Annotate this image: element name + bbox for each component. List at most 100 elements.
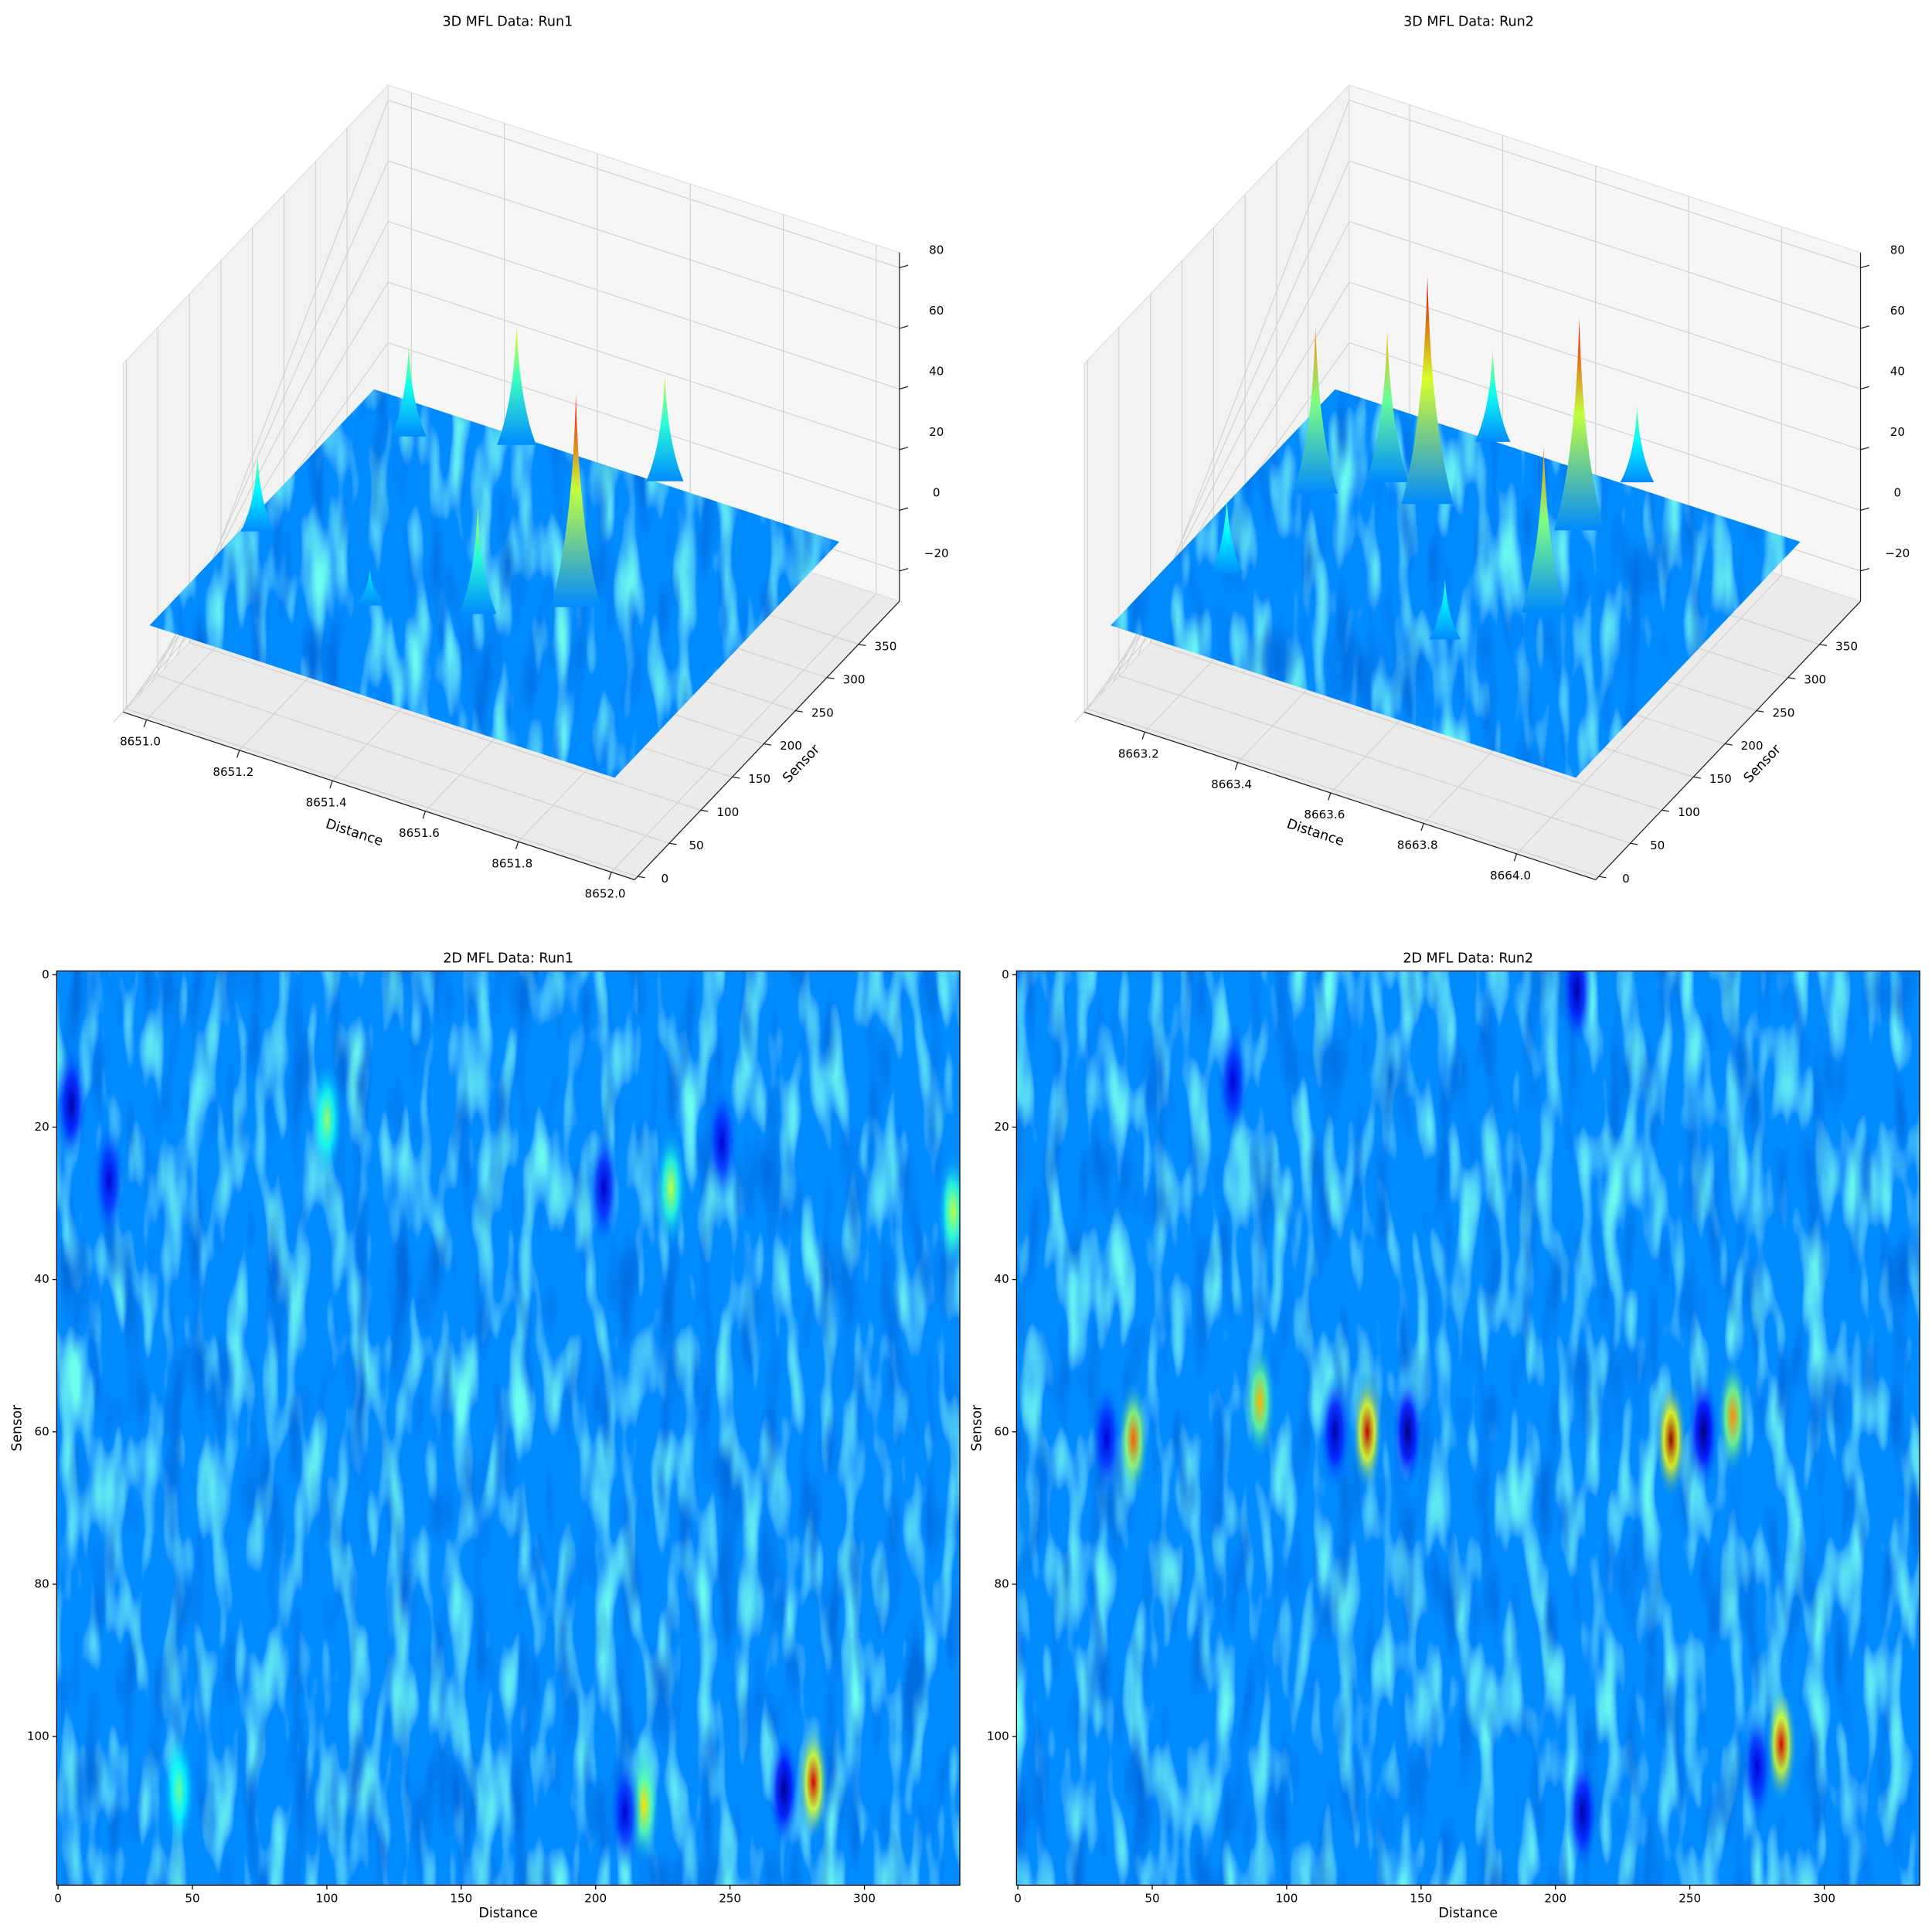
x-tick xyxy=(236,750,240,758)
chart-title: 2D MFL Data: Run2 xyxy=(1403,951,1533,966)
z-tick xyxy=(1860,325,1869,329)
x-tick-label: 100 xyxy=(1275,1891,1298,1905)
y-tick-label: 0 xyxy=(1622,872,1630,886)
grid-line xyxy=(126,708,638,877)
grid-line xyxy=(158,675,670,844)
y-axis-line xyxy=(1595,600,1861,880)
blob xyxy=(1740,1706,1774,1828)
x-axis-line xyxy=(1083,711,1596,880)
z-tick xyxy=(1860,447,1869,451)
z-tick-label: −20 xyxy=(924,546,949,560)
y-tick-label: 300 xyxy=(843,672,866,686)
grid-line xyxy=(388,160,900,329)
y-tick xyxy=(1662,809,1670,812)
z-tick xyxy=(899,325,909,329)
y-tick-label: 60 xyxy=(995,1424,1009,1438)
x-axis-label: Distance xyxy=(478,1906,538,1921)
z-tick xyxy=(899,386,909,390)
blob xyxy=(311,1058,343,1181)
peak xyxy=(240,455,275,532)
y-tick-label: 0 xyxy=(1002,968,1009,981)
x-tick xyxy=(143,719,148,728)
x-tick xyxy=(1234,762,1239,770)
y-tick-label: 200 xyxy=(780,739,802,753)
blob xyxy=(1216,1020,1250,1143)
x-axis-label: Distance xyxy=(1438,1906,1498,1921)
z-tick xyxy=(899,507,909,511)
blob xyxy=(1391,1370,1424,1493)
x-tick-label: 8651.2 xyxy=(213,765,253,779)
blob xyxy=(1655,1378,1688,1501)
z-tick-label: 80 xyxy=(929,243,944,257)
y-tick xyxy=(764,743,772,746)
grid-line xyxy=(388,221,900,389)
z-tick-label: 20 xyxy=(1890,425,1905,439)
y-tick-label: 50 xyxy=(689,838,703,852)
x-tick-label: 300 xyxy=(1813,1891,1835,1905)
peak xyxy=(459,508,497,614)
y-tick xyxy=(668,842,677,845)
peak xyxy=(646,375,684,481)
x-tick-label: 8651.4 xyxy=(306,795,347,809)
x-tick-label: 8663.6 xyxy=(1304,808,1345,821)
blob xyxy=(706,1081,739,1204)
peak xyxy=(1521,445,1566,613)
y-tick-label: 350 xyxy=(874,640,896,654)
x-tick-label: 0 xyxy=(1014,1891,1022,1905)
y-tick xyxy=(1630,842,1638,845)
z-tick xyxy=(899,264,909,269)
y-tick-label: 80 xyxy=(35,1577,49,1590)
x-tick xyxy=(1328,792,1332,801)
z-tick xyxy=(899,568,909,572)
blob xyxy=(609,1751,641,1874)
grid-line xyxy=(611,593,877,872)
peak xyxy=(1620,406,1655,483)
chart-title: 3D MFL Data: Run2 xyxy=(1403,15,1534,30)
y-tick xyxy=(795,709,803,713)
grid-line xyxy=(1349,100,1861,268)
z-tick xyxy=(1860,264,1869,269)
y-tick-label: 40 xyxy=(35,1272,49,1286)
grid-line xyxy=(1087,708,1599,877)
y-tick xyxy=(732,776,740,779)
y-tick-label: 200 xyxy=(1741,739,1764,753)
y-tick-label: 60 xyxy=(35,1424,49,1438)
image xyxy=(1016,971,1920,1886)
peak xyxy=(1554,318,1605,531)
x-tick-label: 50 xyxy=(1145,1891,1159,1905)
image xyxy=(56,971,961,1886)
x-tick-label: 250 xyxy=(719,1891,741,1905)
z-tick-label: 60 xyxy=(929,304,944,318)
y-tick-label: 150 xyxy=(1709,772,1732,786)
x-tick-label: 8663.8 xyxy=(1397,838,1438,852)
blob xyxy=(1318,1370,1352,1493)
blob xyxy=(93,1119,126,1242)
grid-line xyxy=(388,100,900,268)
blob xyxy=(1566,1751,1599,1874)
y-tick-label: 20 xyxy=(35,1120,49,1134)
blob xyxy=(655,1127,687,1250)
y-tick xyxy=(1724,743,1733,746)
x-tick-label: 8663.4 xyxy=(1211,777,1252,791)
x-tick xyxy=(608,872,612,880)
y-tick xyxy=(1819,644,1828,647)
x-tick-label: 200 xyxy=(584,1891,607,1905)
surface xyxy=(1111,389,1801,778)
chart-title: 2D MFL Data: Run1 xyxy=(443,951,573,966)
z-tick-label: 20 xyxy=(929,425,944,439)
grid-line xyxy=(1349,281,1861,451)
x-tick xyxy=(1513,853,1518,862)
peak xyxy=(390,345,427,437)
blob xyxy=(767,1729,801,1852)
x-tick-label: 250 xyxy=(1679,1891,1701,1905)
blob xyxy=(1243,1340,1277,1463)
blob xyxy=(1560,971,1594,1051)
grid-line xyxy=(1516,575,1782,855)
chart-title: 3D MFL Data: Run1 xyxy=(443,15,573,30)
blob xyxy=(797,1721,830,1844)
grid-line xyxy=(1150,641,1662,811)
grid-line xyxy=(1349,342,1861,511)
grid-line xyxy=(388,281,900,451)
peak xyxy=(550,394,601,607)
x-tick-label: 50 xyxy=(185,1891,199,1905)
